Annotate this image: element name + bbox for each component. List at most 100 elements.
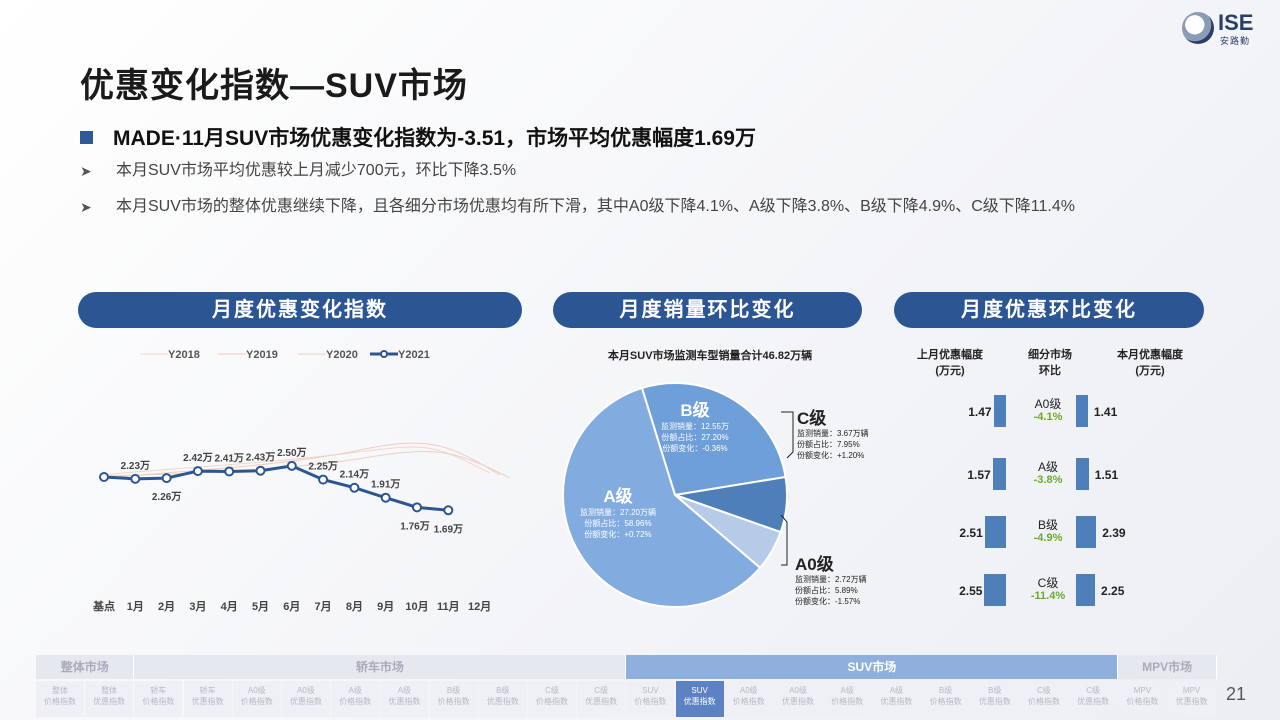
bullet-text: 本月SUV市场平均优惠较上月减少700元，环比下降3.5%	[116, 162, 517, 179]
this-month-bar	[1076, 458, 1089, 490]
nav-tab-3[interactable]: MPV市场	[1118, 655, 1217, 679]
data-label: 2.25万	[308, 461, 337, 473]
data-label: 1.76万	[400, 520, 429, 532]
x-tick-label: 2月	[158, 600, 175, 613]
nav-subtab[interactable]: 整体 价格指数	[36, 681, 84, 717]
section-header-index: 月度优惠变化指数	[78, 292, 522, 328]
nav-subtab-line2: 优惠指数	[191, 697, 224, 706]
nav-subtab[interactable]: B级 价格指数	[429, 681, 478, 717]
data-point	[255, 465, 266, 476]
pie-slice-detail: 份额变化：-1.57%	[795, 596, 860, 606]
nav-subtab-line2: 价格指数	[831, 697, 864, 706]
nav-subtab-line1: B级	[938, 686, 953, 695]
discount-row: 1.57 A级 -3.8% 1.51	[900, 458, 1200, 498]
nav-subtab-line2: 优惠指数	[486, 697, 519, 706]
nav-subtab[interactable]: C级 优惠指数	[1069, 681, 1118, 717]
pie-slice-name: A级	[603, 486, 632, 506]
data-point	[286, 460, 297, 471]
nav-subtab-line1: SUV	[642, 686, 659, 695]
discount-row: 2.55 C级 -11.4% 2.25	[900, 574, 1200, 614]
line-chart: Y2018 Y2019 Y2020 Y2021 2.23万 2.26万 2.42万 2.41…	[92, 349, 511, 613]
this-month-bar	[1076, 574, 1096, 606]
x-tick-label: 12月	[468, 600, 491, 613]
nav-subtab[interactable]: A0级 价格指数	[724, 681, 773, 717]
nav-tab-1[interactable]: 轿车市场	[134, 655, 627, 679]
nav-subtab[interactable]: MPV 优惠指数	[1167, 681, 1216, 717]
square-bullet-icon	[80, 131, 93, 144]
nav-subtab-line2: 优惠指数	[1077, 697, 1110, 706]
nav-subtab-line2: 优惠指数	[782, 697, 814, 706]
line-x-axis-labels: 基点 1月 2月 3月 4月 5月 6月 7月 8月 9月 10月 11月 12月	[92, 599, 491, 613]
nav-subtab-line1: A0级	[739, 686, 758, 695]
nav-tab-0[interactable]: 整体市场	[36, 655, 135, 679]
nav-subtab[interactable]: 轿车 价格指数	[134, 681, 183, 717]
data-label: 2.41万	[214, 452, 243, 464]
pie-title: 本月SUV市场监测车型销量合计46.82万辆	[607, 350, 813, 362]
segment-label: A级	[1037, 460, 1058, 474]
discount-header-right: 本月优惠幅度 (万元)	[1117, 349, 1183, 377]
data-label: 1.69万	[434, 523, 463, 535]
data-label: 2.14万	[340, 469, 369, 481]
nav-subtab[interactable]: B级 优惠指数	[478, 681, 527, 717]
pie-slice-name: B级	[680, 400, 709, 420]
nav-subtab[interactable]: C级 价格指数	[528, 681, 576, 717]
nav-subtab-line2: 价格指数	[142, 697, 175, 706]
nav-subtab[interactable]: SUV 优惠指数	[675, 681, 724, 717]
nav-subtab[interactable]: A0级 价格指数	[232, 681, 281, 717]
pie-slice-detail: 份额变化：+0.72%	[584, 529, 651, 539]
nav-subtab[interactable]: MPV 价格指数	[1118, 681, 1167, 717]
pie-slice-detail: 监测销量：2.72万辆	[795, 574, 867, 584]
nav-subtab[interactable]: C级 优惠指数	[577, 681, 626, 717]
nav-subtab-line2: 价格指数	[536, 697, 568, 706]
data-point	[318, 474, 329, 485]
data-point	[130, 473, 141, 484]
nav-subtab[interactable]: A0级 优惠指数	[774, 681, 822, 717]
nav-subtab-line2: 价格指数	[437, 697, 470, 706]
nav-subtab-line1: A级	[840, 686, 854, 695]
nav-tab-2[interactable]: SUV市场	[626, 655, 1119, 679]
nav-subtab[interactable]: A级 优惠指数	[872, 681, 921, 717]
nav-subtab[interactable]: A0级 优惠指数	[282, 681, 330, 717]
discount-header-mid: 细分市场 环比	[1028, 349, 1072, 377]
nav-subtab-line1: 轿车	[150, 686, 167, 695]
nav-subtab[interactable]: A级价格指数	[823, 681, 872, 717]
page-title: 优惠变化指数—SUV市场	[80, 67, 468, 105]
nav-subtab[interactable]: B级 优惠指数	[970, 681, 1019, 717]
nav-subtab-line1: 整体	[101, 686, 118, 695]
segment-label: A0级	[1034, 397, 1062, 411]
nav-subtab[interactable]: 整体 优惠指数	[85, 681, 134, 717]
section-header-discount: 月度优惠环比变化	[894, 292, 1204, 328]
nav-subtab[interactable]: SUV 价格指数	[626, 681, 675, 717]
bottom-nav: 整体市场 轿车市场 SUV市场 MPV市场 整体 价格指数 整体 优惠指数 轿车 价格指数 轿车 优惠…	[36, 655, 1217, 720]
data-label: 2.50万	[277, 447, 306, 459]
x-tick-label: 4月	[221, 600, 238, 613]
nav-subtab[interactable]: A级 价格指数	[331, 681, 380, 717]
pie-slice	[640, 382, 787, 497]
logo-subtext: 安路勤	[1220, 36, 1251, 46]
pie-slice-detail: 监测销量：27.20万辆	[580, 507, 656, 517]
nav-subtab[interactable]: 轿车 优惠指数	[183, 681, 232, 717]
data-point	[224, 466, 235, 477]
x-tick-label: 10月	[405, 600, 428, 613]
data-label: 2.43万	[246, 452, 275, 464]
legend-label: Y2021	[398, 349, 430, 361]
this-month-value: 2.25	[1101, 584, 1125, 598]
pie-slice-detail: 份额占比：27.20%	[661, 432, 728, 442]
nav-subtab[interactable]: B级 价格指数	[921, 681, 970, 717]
nav-subtab-line1: 整体	[52, 686, 68, 695]
segment-change: -4.1%	[1033, 411, 1063, 423]
last-month-value: 1.57	[967, 468, 991, 482]
headline: MADE·11月SUV市场优惠变化指数为-3.51，市场平均优惠幅度1.69万	[80, 122, 756, 152]
nav-subtab-line1: 轿车	[199, 686, 216, 695]
x-tick-label: 8月	[346, 600, 363, 613]
data-point	[192, 466, 203, 477]
nav-subtab[interactable]: A级 优惠指数	[380, 681, 429, 717]
discount-header-left: 上月优惠幅度 (万元)	[917, 349, 983, 377]
nav-subtab-line2: 价格指数	[634, 697, 667, 706]
pie-slice-name: A0级	[795, 554, 834, 574]
pie-slice-detail: 份额变化：-0.36%	[662, 443, 727, 453]
this-month-bar	[1076, 395, 1088, 427]
logo-text: ISE	[1218, 10, 1254, 35]
segment-change: -11.4%	[1030, 590, 1066, 602]
nav-subtab[interactable]: C级 价格指数	[1020, 681, 1068, 717]
